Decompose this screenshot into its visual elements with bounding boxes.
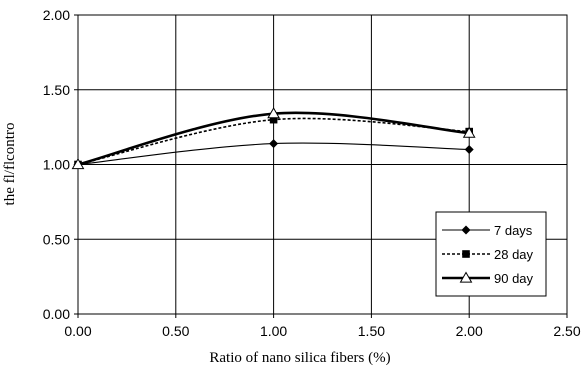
data-point	[267, 107, 280, 119]
y-tick-label: 2.00	[43, 7, 70, 23]
data-point	[71, 157, 85, 170]
legend-marker	[459, 271, 473, 283]
legend-label: 28 day	[494, 247, 534, 262]
x-axis-title: Ratio of nano silica fibers (%)	[209, 350, 390, 366]
x-tick-label: 1.50	[358, 323, 385, 339]
grid	[78, 15, 567, 314]
series-layer	[71, 107, 476, 170]
legend-marker	[462, 250, 470, 258]
x-tick-label: 1.00	[260, 323, 287, 339]
legend-label: 7 days	[494, 223, 533, 238]
x-tick-label: 2.00	[456, 323, 483, 339]
y-tick-label: 0.00	[43, 306, 70, 322]
data-point	[269, 139, 279, 149]
legend-label: 90 day	[494, 271, 534, 286]
y-tick-label: 0.50	[43, 231, 70, 247]
y-axis-title: the fl/flcontro	[2, 123, 18, 206]
axes: 0.00 0.50 1.00 1.50 2.00 2.50 0.00 0.50 1.00 1.50…	[43, 7, 581, 339]
data-point	[462, 126, 476, 138]
legend-marker	[461, 225, 471, 235]
data-point	[269, 115, 278, 124]
y-tick-label: 1.50	[43, 82, 70, 98]
x-tick-label: 0.00	[64, 323, 91, 339]
x-tick-label: 0.50	[162, 323, 189, 339]
data-point	[464, 145, 474, 155]
legend: 7 days 28 day 90 day	[435, 211, 547, 297]
y-tick-label: 1.00	[43, 157, 70, 173]
series-2	[71, 107, 476, 170]
x-tick-label: 2.50	[553, 323, 580, 339]
